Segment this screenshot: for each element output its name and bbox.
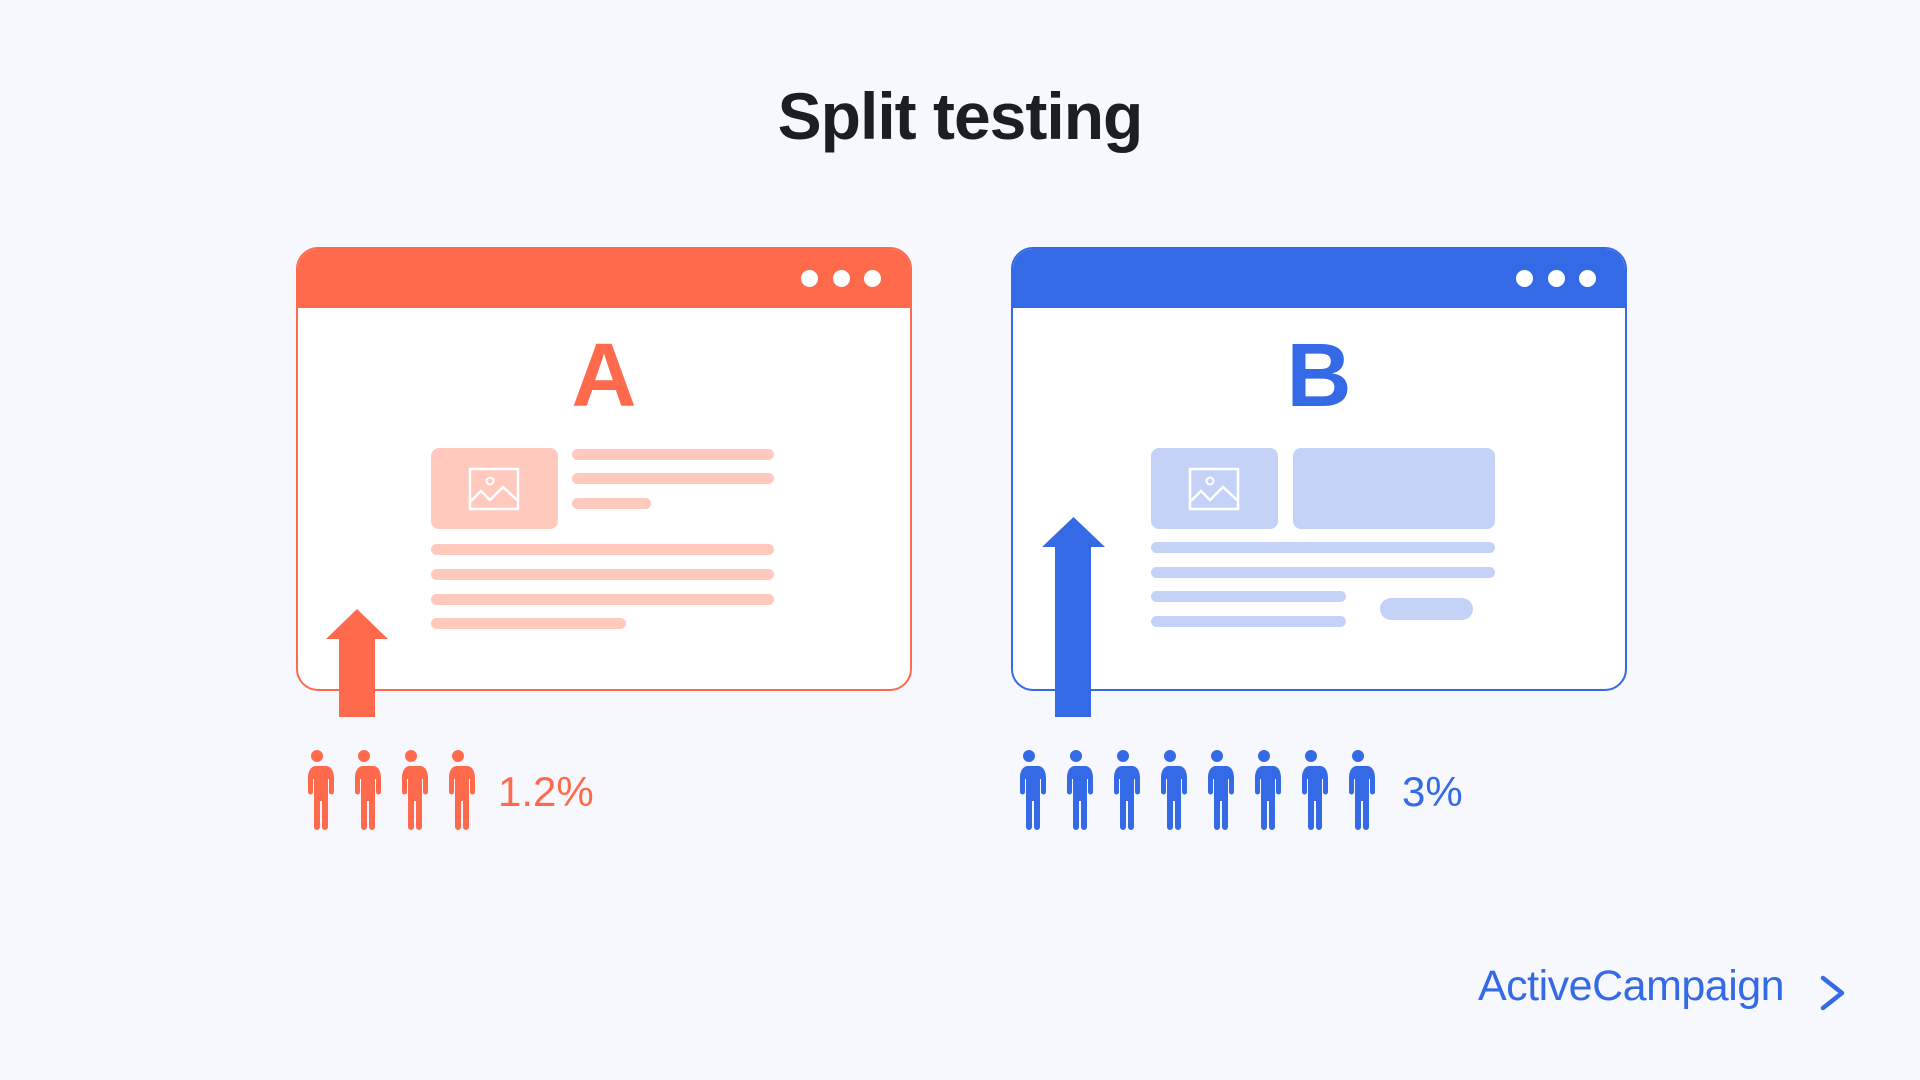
image-placeholder: [431, 448, 558, 529]
text-line: [431, 594, 774, 605]
image-placeholder: [1151, 448, 1278, 529]
text-line: [1151, 542, 1495, 553]
variant-b-label: B: [1286, 326, 1352, 426]
person-icon: [1302, 750, 1328, 830]
person-icon: [449, 750, 475, 830]
person-icon: [1255, 750, 1281, 830]
image-icon: [1188, 467, 1240, 511]
window-dot: [864, 270, 881, 287]
person-icon: [1349, 750, 1375, 830]
window-dot: [1516, 270, 1533, 287]
conversion-rate-b: 3%: [1402, 768, 1463, 815]
window-dot: [1548, 270, 1565, 287]
brand-logo: ActiveCampaign: [1478, 962, 1785, 1010]
conversion-rate-a: 1.2%: [498, 768, 594, 815]
window-title-bar: [1013, 249, 1625, 308]
person-icon: [1114, 750, 1140, 830]
chevron-right-icon: [1820, 975, 1845, 1011]
text-line: [572, 473, 774, 484]
content-block: [1293, 448, 1495, 529]
people-group-a: [299, 749, 479, 831]
browser-window-a: A: [296, 247, 912, 691]
person-icon: [402, 750, 428, 830]
text-line: [1151, 591, 1346, 602]
text-line: [431, 544, 774, 555]
text-line: [572, 449, 774, 460]
button-placeholder: [1380, 598, 1473, 620]
image-icon: [468, 467, 520, 511]
text-line: [431, 618, 626, 629]
window-dot: [1579, 270, 1596, 287]
text-line: [1151, 567, 1495, 578]
person-icon: [308, 750, 334, 830]
browser-window-b: B: [1011, 247, 1627, 691]
window-dot: [833, 270, 850, 287]
person-icon: [1067, 750, 1093, 830]
arrow-up-icon: [326, 609, 388, 717]
text-line: [572, 498, 651, 509]
text-line: [1151, 616, 1346, 627]
variant-a-label: A: [571, 326, 637, 426]
person-icon: [1208, 750, 1234, 830]
person-icon: [1020, 750, 1046, 830]
text-line: [431, 569, 774, 580]
window-title-bar: [298, 249, 910, 308]
person-icon: [355, 750, 381, 830]
window-dot: [801, 270, 818, 287]
people-group-b: [1011, 749, 1381, 831]
arrow-up-icon: [1042, 517, 1105, 717]
person-icon: [1161, 750, 1187, 830]
page-title: Split testing: [777, 79, 1144, 153]
